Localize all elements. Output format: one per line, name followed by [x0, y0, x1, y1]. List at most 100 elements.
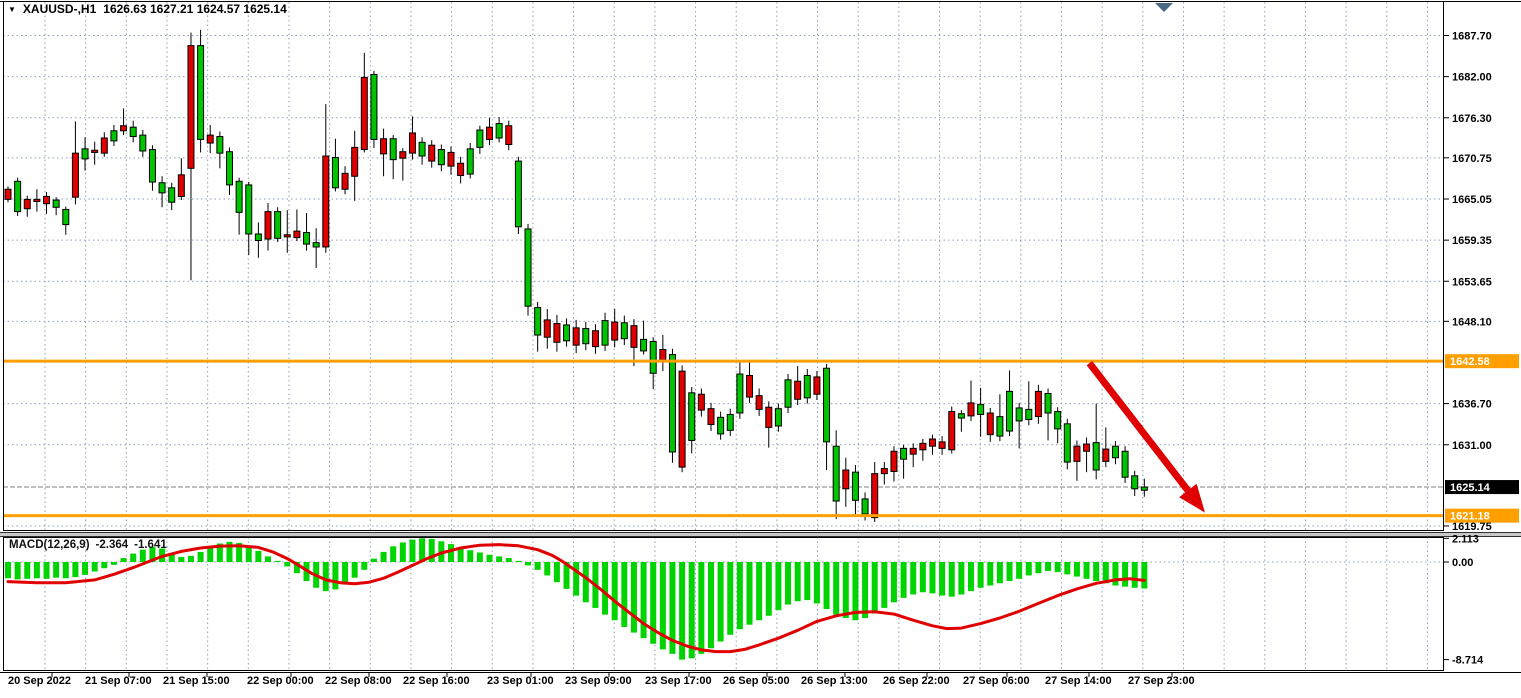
macd-histogram-bar [467, 550, 474, 562]
candle-bear [678, 370, 686, 468]
candle-bull [1044, 393, 1052, 414]
macd-histogram-bar [1045, 562, 1052, 571]
macd-histogram-bar [187, 555, 194, 562]
macd-histogram-bar [910, 562, 917, 595]
price-label: 1676.30 [1452, 113, 1492, 125]
macd-histogram-bar [948, 562, 955, 597]
candle-bull [1111, 445, 1119, 459]
macd-histogram-bar [852, 562, 859, 621]
macd-histogram-bar [168, 553, 175, 562]
candle-bear [43, 195, 51, 205]
candle-bear [659, 348, 667, 361]
candle-bull [620, 322, 628, 340]
candle-bull [62, 208, 70, 226]
candle-bull [254, 233, 262, 241]
macd-histogram-bar [255, 550, 262, 562]
macd-histogram-bar [351, 562, 358, 578]
pane-splitter[interactable] [0, 532, 1521, 536]
candle-bear [428, 144, 436, 162]
macd-histogram-bar [823, 562, 830, 610]
candle-bear [177, 174, 185, 197]
candle-bull [476, 129, 484, 148]
candle-bear [967, 402, 975, 417]
macd-histogram-bar [1131, 562, 1138, 588]
support-badge-text: 1621.18 [1450, 511, 1490, 523]
candle-bear [755, 395, 763, 410]
symbol-dropdown-icon[interactable]: ▼ [8, 4, 16, 14]
candle-bear [543, 319, 551, 338]
candle-bull [1006, 390, 1014, 432]
time-label: 27 Sep 06:00 [963, 675, 1030, 687]
candle-bull [851, 471, 859, 501]
macd-histogram-bar [582, 562, 589, 603]
macd-histogram-bar [1006, 562, 1013, 582]
candle-bull [784, 379, 792, 408]
time-label: 26 Sep 13:00 [801, 675, 868, 687]
time-label: 27 Sep 14:00 [1045, 675, 1112, 687]
macd-histogram-bar [977, 562, 984, 588]
macd-histogram-bar [399, 542, 406, 562]
macd-histogram-bar [573, 562, 580, 596]
macd-histogram-bar [370, 558, 377, 562]
macd-histogram-bar [534, 562, 541, 570]
candle-bull [803, 374, 811, 399]
macd-histogram-bar [765, 562, 772, 616]
candle-bear [120, 125, 128, 132]
candle-bear [553, 322, 561, 343]
macd-histogram-bar [862, 562, 869, 618]
candle-bear [813, 376, 821, 395]
macd-histogram-bar [380, 551, 387, 562]
candle-bull [832, 445, 840, 502]
macd-histogram-bar [785, 562, 792, 605]
macd-signal-value: -1.641 [134, 539, 167, 551]
macd-histogram-bar [1035, 562, 1042, 574]
macd-histogram-bar [640, 562, 647, 639]
candle-bull [110, 130, 118, 142]
macd-histogram-bar [457, 547, 464, 562]
macd-histogram-bar [842, 562, 849, 618]
candle-bear [351, 146, 359, 177]
candle-bull [129, 126, 137, 138]
candle-bull [197, 45, 205, 140]
candle-bull [736, 373, 744, 414]
candle-bear [746, 374, 754, 398]
candle-bear [447, 151, 455, 167]
macd-histogram-bar [207, 546, 214, 562]
candle-bear [938, 441, 946, 449]
downtrend-arrow-head [1179, 483, 1206, 513]
price-label: 1687.70 [1452, 31, 1492, 43]
candle-bull [582, 328, 590, 345]
macd-histogram-bar [794, 562, 801, 602]
macd-histogram-bar [544, 562, 551, 576]
macd-histogram-bar [871, 562, 878, 614]
macd-histogram-bar [361, 562, 368, 570]
candle-bull [235, 180, 243, 213]
candle-bull [14, 180, 22, 213]
candle-bear [408, 132, 416, 154]
candle-bull [148, 149, 156, 183]
macd-histogram-bar [929, 562, 936, 594]
candle-bear [264, 211, 272, 240]
candle-bull [900, 447, 908, 460]
macd-name: MACD(12,26,9) [9, 539, 90, 551]
macd-axis-label: -8.714 [1452, 655, 1484, 667]
macd-histogram-bar [775, 562, 782, 611]
macd-histogram-bar [659, 562, 666, 650]
chart-shift-marker-icon[interactable] [1155, 3, 1173, 12]
macd-histogram-bar [525, 562, 532, 566]
macd-histogram-bar [1073, 562, 1080, 577]
macd-histogram-bar [900, 562, 907, 598]
macd-histogram-bar [746, 562, 753, 625]
current-price-badge-text: 1625.14 [1450, 482, 1491, 494]
candle-bear [206, 134, 214, 144]
candle-bear [630, 325, 638, 348]
price-label: 1659.35 [1452, 235, 1492, 247]
candle-bull [389, 138, 397, 161]
price-label: 1665.05 [1452, 194, 1492, 206]
macd-histogram-bar [14, 562, 21, 580]
candle-bull [312, 242, 320, 248]
macd-histogram-bar [602, 562, 609, 615]
price-label: 1636.70 [1452, 399, 1492, 411]
macd-histogram-bar [409, 539, 416, 562]
